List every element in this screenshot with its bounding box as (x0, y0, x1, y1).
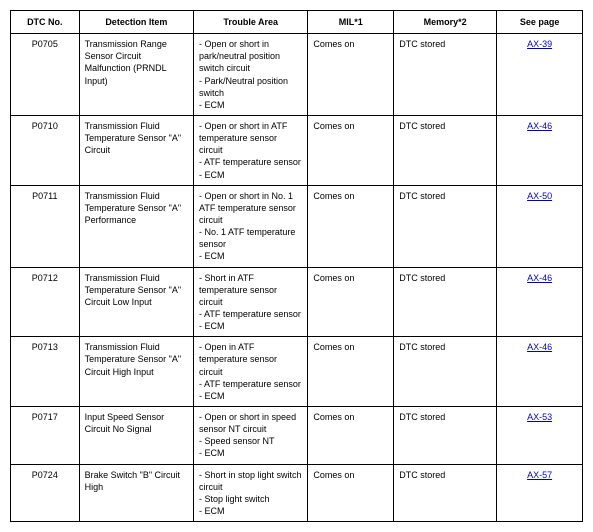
page-link[interactable]: AX-39 (527, 39, 552, 49)
cell-memory: DTC stored (394, 34, 497, 116)
cell-trouble: - Open or short in ATF temperature senso… (194, 115, 308, 185)
cell-memory: DTC stored (394, 406, 497, 464)
page-link[interactable]: AX-46 (527, 121, 552, 131)
header-trouble: Trouble Area (194, 11, 308, 34)
page-link[interactable]: AX-50 (527, 191, 552, 201)
cell-detection: Transmission Fluid Temperature Sensor "A… (79, 185, 193, 267)
header-memory: Memory*2 (394, 11, 497, 34)
cell-memory: DTC stored (394, 464, 497, 522)
cell-mil: Comes on (308, 267, 394, 337)
cell-dtc: P0717 (11, 406, 80, 464)
cell-mil: Comes on (308, 34, 394, 116)
header-detection: Detection Item (79, 11, 193, 34)
dtc-table: DTC No. Detection Item Trouble Area MIL*… (10, 10, 583, 522)
table-row: P0712Transmission Fluid Temperature Sens… (11, 267, 583, 337)
cell-trouble: - Open in ATF temperature sensor circuit… (194, 337, 308, 407)
cell-dtc: P0713 (11, 337, 80, 407)
table-row: P0711Transmission Fluid Temperature Sens… (11, 185, 583, 267)
cell-detection: Transmission Range Sensor Circuit Malfun… (79, 34, 193, 116)
cell-memory: DTC stored (394, 337, 497, 407)
cell-trouble: - Open or short in No. 1 ATF temperature… (194, 185, 308, 267)
cell-memory: DTC stored (394, 267, 497, 337)
cell-detection: Transmission Fluid Temperature Sensor "A… (79, 337, 193, 407)
header-dtc: DTC No. (11, 11, 80, 34)
header-mil: MIL*1 (308, 11, 394, 34)
table-row: P0724Brake Switch "B" Circuit High- Shor… (11, 464, 583, 522)
cell-page[interactable]: AX-57 (497, 464, 583, 522)
table-body: P0705Transmission Range Sensor Circuit M… (11, 34, 583, 522)
cell-page[interactable]: AX-53 (497, 406, 583, 464)
cell-mil: Comes on (308, 185, 394, 267)
cell-page[interactable]: AX-46 (497, 115, 583, 185)
cell-trouble: - Open or short in park/neutral position… (194, 34, 308, 116)
table-header-row: DTC No. Detection Item Trouble Area MIL*… (11, 11, 583, 34)
header-page: See page (497, 11, 583, 34)
table-row: P0717Input Speed Sensor Circuit No Signa… (11, 406, 583, 464)
page-link[interactable]: AX-57 (527, 470, 552, 480)
cell-page[interactable]: AX-46 (497, 337, 583, 407)
cell-memory: DTC stored (394, 115, 497, 185)
page-link[interactable]: AX-46 (527, 273, 552, 283)
cell-page[interactable]: AX-50 (497, 185, 583, 267)
cell-mil: Comes on (308, 406, 394, 464)
cell-trouble: - Open or short in speed sensor NT circu… (194, 406, 308, 464)
cell-mil: Comes on (308, 337, 394, 407)
cell-page[interactable]: AX-39 (497, 34, 583, 116)
cell-dtc: P0705 (11, 34, 80, 116)
cell-memory: DTC stored (394, 185, 497, 267)
cell-detection: Input Speed Sensor Circuit No Signal (79, 406, 193, 464)
page-link[interactable]: AX-53 (527, 412, 552, 422)
cell-dtc: P0724 (11, 464, 80, 522)
page-link[interactable]: AX-46 (527, 342, 552, 352)
cell-trouble: - Short in ATF temperature sensor circui… (194, 267, 308, 337)
cell-trouble: - Short in stop light switch circuit- St… (194, 464, 308, 522)
cell-dtc: P0710 (11, 115, 80, 185)
table-row: P0710Transmission Fluid Temperature Sens… (11, 115, 583, 185)
cell-mil: Comes on (308, 464, 394, 522)
cell-detection: Brake Switch "B" Circuit High (79, 464, 193, 522)
cell-detection: Transmission Fluid Temperature Sensor "A… (79, 115, 193, 185)
cell-page[interactable]: AX-46 (497, 267, 583, 337)
table-row: P0713Transmission Fluid Temperature Sens… (11, 337, 583, 407)
cell-mil: Comes on (308, 115, 394, 185)
cell-dtc: P0712 (11, 267, 80, 337)
cell-dtc: P0711 (11, 185, 80, 267)
cell-detection: Transmission Fluid Temperature Sensor "A… (79, 267, 193, 337)
table-row: P0705Transmission Range Sensor Circuit M… (11, 34, 583, 116)
